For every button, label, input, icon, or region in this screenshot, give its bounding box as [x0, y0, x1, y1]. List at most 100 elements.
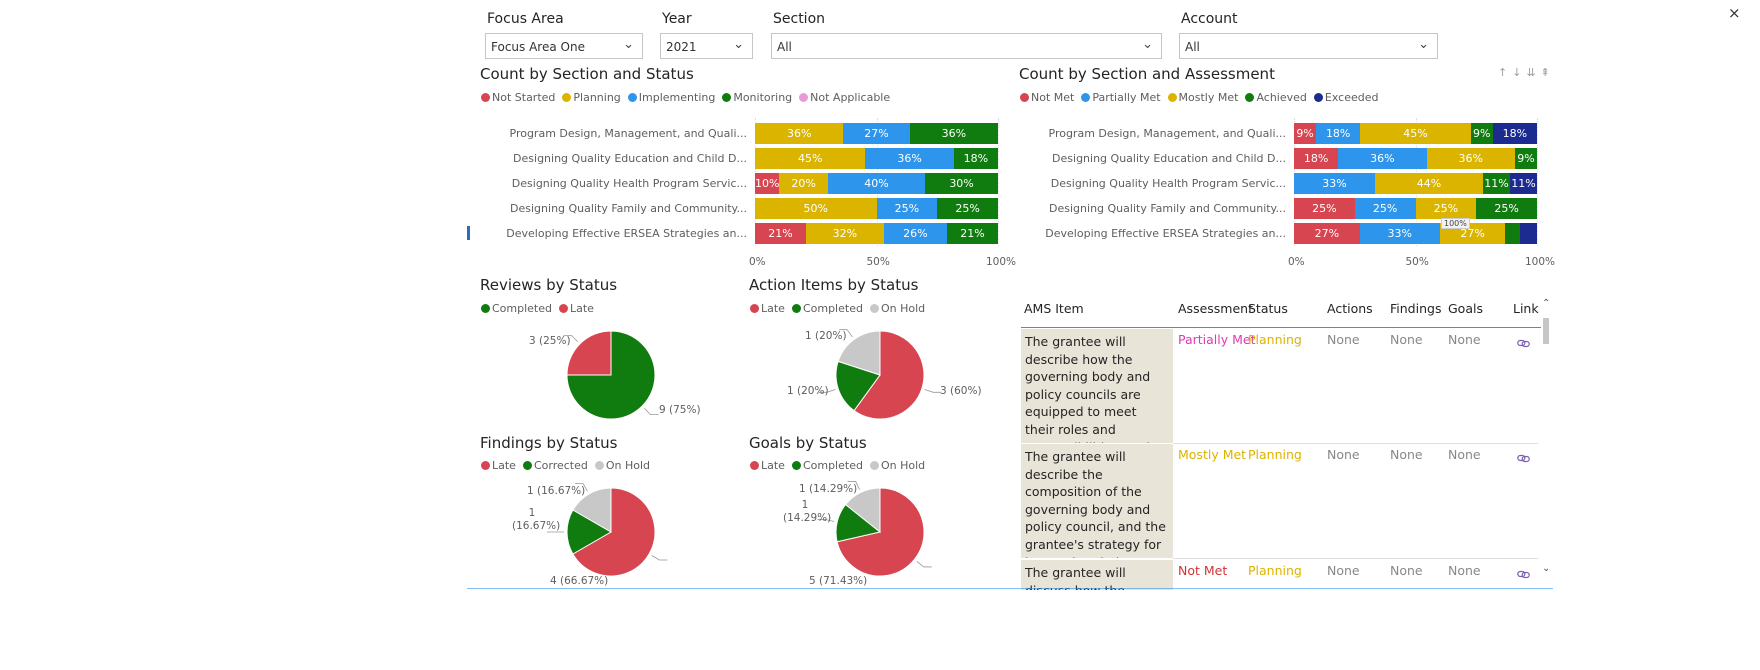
bar-segment-partially-met[interactable]: 18%: [1316, 123, 1361, 144]
legend-item-on-hold[interactable]: On Hold: [594, 459, 650, 472]
bar-segment-planning[interactable]: 45%: [755, 148, 866, 169]
legend-item-planning[interactable]: Planning: [562, 91, 621, 104]
bar-segment-mostly-met[interactable]: 45%: [1360, 123, 1471, 144]
pie-slice-late[interactable]: [566, 330, 612, 376]
bar-segment-achieved[interactable]: 9%: [1470, 123, 1493, 144]
bar-segment-mostly-met[interactable]: 44%: [1375, 173, 1483, 194]
bar-segment-planning[interactable]: 20%: [779, 173, 828, 194]
legend-item-completed[interactable]: Completed: [481, 302, 552, 315]
bar-segment-planning[interactable]: 32%: [806, 223, 884, 244]
bar-segment-exceeded[interactable]: 11%: [1510, 173, 1537, 194]
bar-segment-monitoring[interactable]: 30%: [925, 173, 998, 194]
bar-segment-not-met[interactable]: 18%: [1294, 148, 1339, 169]
pie-slice-late[interactable]: [853, 330, 925, 420]
bar-segment-monitoring[interactable]: 21%: [946, 223, 998, 244]
drill-up-icon[interactable]: ⇞: [1540, 66, 1555, 79]
section-dropdown[interactable]: All ⌄: [771, 33, 1162, 59]
sort-descending-icon[interactable]: ↓: [1512, 66, 1527, 79]
bar-segment-achieved[interactable]: [1505, 223, 1520, 244]
legend-item-on-hold[interactable]: On Hold: [869, 302, 925, 315]
bar-segment-not-started[interactable]: 10%: [755, 173, 780, 194]
table-cell-status: Planning: [1248, 447, 1302, 462]
legend-item-not-applicable[interactable]: Not Applicable: [799, 91, 890, 104]
pie-slice-corrected[interactable]: [566, 509, 612, 555]
pie-slice-late[interactable]: [572, 487, 656, 577]
bar-segment-partially-met[interactable]: 33%: [1359, 223, 1440, 244]
sort-ascending-icon[interactable]: ↑: [1498, 66, 1513, 79]
bar-segment-achieved[interactable]: 9%: [1514, 148, 1537, 169]
legend-item-completed[interactable]: Completed: [791, 459, 863, 472]
legend-item-late[interactable]: Late: [750, 302, 785, 315]
bar-segment-not-met[interactable]: 9%: [1294, 123, 1317, 144]
legend-dot: [722, 93, 732, 102]
legend-item-on-hold[interactable]: On Hold: [869, 459, 925, 472]
bar-segment-not-met[interactable]: 27%: [1294, 223, 1360, 244]
bar-segment-partially-met[interactable]: 33%: [1294, 173, 1375, 194]
pie-charts: [547, 329, 942, 577]
scroll-thumb[interactable]: [1543, 318, 1549, 344]
bar-segment-achieved[interactable]: 11%: [1483, 173, 1510, 194]
pie-slice-completed[interactable]: [566, 330, 656, 420]
bar-segment-monitoring[interactable]: 25%: [937, 198, 998, 219]
account-dropdown[interactable]: All ⌄: [1179, 33, 1438, 59]
scroll-up-icon[interactable]: ⌃: [1542, 298, 1551, 309]
chart-legend-reviews: Completed Late: [481, 302, 601, 315]
chart-legend-findings: Late Corrected On Hold: [481, 459, 657, 472]
legend-item-implementing[interactable]: Implementing: [627, 91, 715, 104]
scroll-down-icon[interactable]: ⌄: [1542, 563, 1551, 574]
table-scrollbar[interactable]: ⌃ ⌄: [1540, 298, 1552, 580]
bar-segment-planning[interactable]: 36%: [755, 123, 844, 144]
bar-segment-implementing[interactable]: 27%: [843, 123, 910, 144]
bar-segment-partially-met[interactable]: 25%: [1354, 198, 1416, 219]
col-header-ams-item[interactable]: AMS Item: [1024, 301, 1084, 316]
gridline: [1537, 118, 1538, 246]
bar-segment-implementing[interactable]: 26%: [883, 223, 947, 244]
bar-segment-implementing[interactable]: 36%: [865, 148, 954, 169]
col-header-goals[interactable]: Goals: [1448, 301, 1483, 316]
col-header-actions[interactable]: Actions: [1327, 301, 1373, 316]
pie-slice-completed[interactable]: [835, 360, 881, 412]
legend-item-not-started[interactable]: Not Started: [481, 91, 555, 104]
legend-item-mostly-met[interactable]: Mostly Met: [1167, 91, 1238, 104]
bar-segment-implementing[interactable]: 25%: [876, 198, 938, 219]
pie-slice-on-hold[interactable]: [837, 330, 881, 376]
focus-area-dropdown[interactable]: Focus Area One ⌄: [485, 33, 643, 59]
legend-item-late[interactable]: Late: [559, 302, 594, 315]
close-icon[interactable]: ×: [1728, 4, 1741, 22]
legend-item-late[interactable]: Late: [481, 459, 516, 472]
col-header-findings[interactable]: Findings: [1390, 301, 1442, 316]
link-icon[interactable]: [1517, 448, 1530, 467]
legend-item-achieved[interactable]: Achieved: [1245, 91, 1307, 104]
bar-segment-achieved[interactable]: 25%: [1476, 198, 1537, 219]
x-tick-label: 50%: [1405, 256, 1429, 268]
bar-segment-implementing[interactable]: 40%: [827, 173, 926, 194]
bar-segment-not-started[interactable]: 21%: [755, 223, 807, 244]
bar-segment-mostly-met[interactable]: 36%: [1426, 148, 1515, 169]
bar-segment-exceeded[interactable]: 18%: [1492, 123, 1537, 144]
legend-item-completed[interactable]: Completed: [791, 302, 863, 315]
expand-next-level-icon[interactable]: ⇊: [1526, 66, 1541, 79]
category-label: Designing Quality Education and Child D.…: [513, 152, 747, 165]
bar-segment-not-met[interactable]: 25%: [1294, 198, 1355, 219]
legend-item-partially-met[interactable]: Partially Met: [1081, 91, 1161, 104]
bar-segment-mostly-met[interactable]: 25%: [1415, 198, 1477, 219]
pie-slice-on-hold[interactable]: [844, 487, 881, 534]
col-header-link[interactable]: Link: [1513, 301, 1539, 316]
bar-segment-monitoring[interactable]: 18%: [953, 148, 998, 169]
legend-item-corrected[interactable]: Corrected: [522, 459, 588, 472]
link-icon[interactable]: [1517, 564, 1530, 583]
year-dropdown[interactable]: 2021 ⌄: [660, 33, 753, 59]
bar-segment-planning[interactable]: 50%: [755, 198, 877, 219]
link-icon[interactable]: [1517, 333, 1530, 352]
bar-segment-exceeded[interactable]: [1519, 223, 1537, 244]
legend-item-monitoring[interactable]: Monitoring: [722, 91, 792, 104]
col-header-status[interactable]: Status: [1248, 301, 1288, 316]
col-header-assessment[interactable]: Assessment: [1178, 301, 1253, 316]
bar-segment-partially-met[interactable]: 36%: [1338, 148, 1427, 169]
legend-item-exceeded[interactable]: Exceeded: [1313, 91, 1378, 104]
table-row-item: The grantee will discuss how the grantee…: [1021, 560, 1173, 590]
bar-segment-monitoring[interactable]: 36%: [909, 123, 998, 144]
legend-item-late[interactable]: Late: [750, 459, 785, 472]
pie-slice-on-hold[interactable]: [572, 487, 612, 533]
legend-item-not-met[interactable]: Not Met: [1020, 91, 1074, 104]
